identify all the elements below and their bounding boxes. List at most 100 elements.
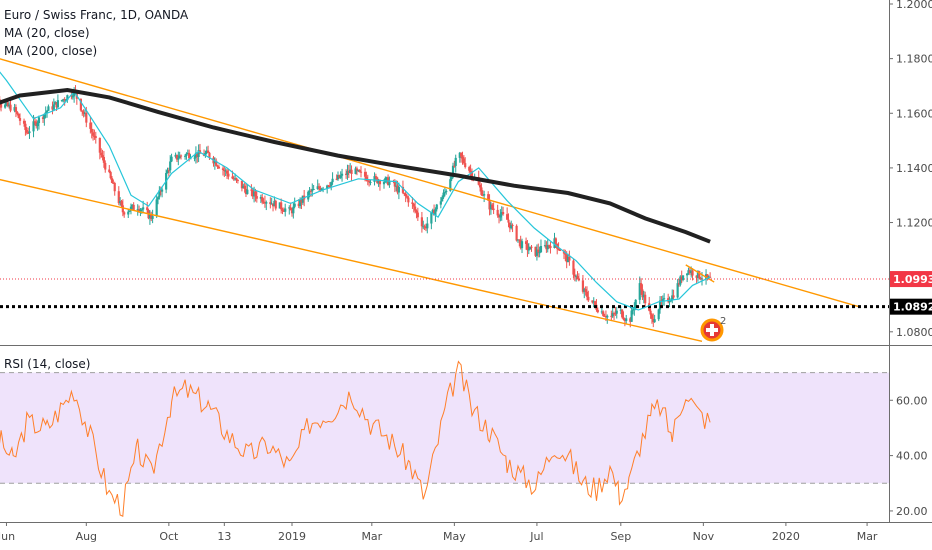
candle-body: [652, 318, 655, 323]
candle-body: [657, 309, 660, 320]
candle-body: [194, 152, 198, 158]
candle-body: [309, 190, 313, 192]
candle-body: [252, 191, 256, 197]
candle-body: [85, 113, 88, 123]
candle-body: [530, 246, 533, 248]
price-pane[interactable]: [0, 0, 889, 345]
candle-body: [104, 162, 107, 170]
candle-body: [120, 201, 123, 206]
candle-body: [554, 238, 557, 244]
price-axis[interactable]: 1.200001.180001.160001.140001.120001.100…: [889, 0, 932, 522]
candle-body: [346, 170, 349, 175]
candle-body: [653, 319, 656, 323]
candle-body: [293, 203, 296, 207]
candle-body: [197, 150, 200, 157]
candle-body: [706, 274, 709, 278]
candle-body: [217, 166, 221, 169]
candle-body: [9, 104, 12, 111]
candle-body: [384, 177, 387, 182]
candle-body: [121, 205, 124, 213]
candle-body: [591, 300, 594, 303]
candle-body: [527, 249, 530, 251]
candle-body: [422, 226, 425, 228]
candle-body: [622, 317, 625, 320]
candle-body: [186, 152, 189, 154]
ma20-legend[interactable]: MA (20, close): [4, 26, 90, 40]
candle-body: [0, 103, 3, 108]
rsi-pane[interactable]: [0, 360, 889, 517]
candle-body: [460, 152, 463, 157]
event-marker[interactable]: 2: [700, 316, 726, 342]
candle-body: [127, 211, 130, 215]
candle-body: [316, 186, 319, 190]
candle-body: [51, 106, 54, 110]
candle-body: [396, 185, 399, 193]
candle-body: [297, 203, 300, 207]
candle-body: [378, 180, 382, 185]
candle-body: [45, 110, 49, 113]
candle-body: [311, 189, 314, 192]
candle-body: [658, 300, 662, 310]
candle-body: [265, 202, 268, 204]
candle-body: [109, 172, 112, 179]
candle-body: [585, 291, 589, 297]
candle-body: [350, 169, 353, 174]
candle-body: [33, 121, 36, 123]
candle-body: [611, 313, 614, 317]
candle-body: [146, 207, 149, 211]
candle-body: [132, 204, 135, 210]
candle-body: [668, 301, 671, 303]
candle-body: [499, 214, 502, 218]
channel-line-recent-trend: [685, 264, 715, 283]
candle-body: [557, 248, 560, 250]
candle-body: [270, 203, 273, 205]
candle-body: [354, 168, 357, 174]
candle-body: [259, 197, 262, 199]
candle-body: [642, 294, 645, 298]
candle-body: [55, 102, 58, 108]
rsi-tick-labels: 60.00 40.00 20.00: [889, 394, 928, 518]
candle-body: [478, 184, 482, 188]
ma200-legend[interactable]: MA (200, close): [4, 44, 98, 58]
candle-body: [393, 181, 396, 187]
candle-body: [326, 185, 329, 189]
candle-body: [231, 176, 234, 179]
rsi-tick-label: 60.00: [896, 394, 928, 407]
candle-body: [100, 152, 103, 156]
candle-body: [221, 168, 225, 170]
current-price-tag-box: [890, 271, 932, 288]
candle-body: [327, 185, 330, 187]
candle-body: [441, 197, 444, 202]
candle-body: [215, 160, 218, 166]
candle-body: [537, 249, 540, 253]
candle-body: [289, 207, 292, 211]
candle-body: [263, 202, 267, 204]
time-axis[interactable]: Jun Aug Oct 13 2019 Mar May Jul Sep Nov 2020 Mar: [0, 522, 932, 543]
symbol-title[interactable]: Euro / Swiss Franc, 1D, OANDA: [4, 8, 189, 22]
candle-body: [175, 154, 179, 160]
rsi-line: [0, 360, 711, 517]
candle-body: [483, 194, 486, 196]
candle-body: [369, 181, 372, 183]
candle-body: [565, 254, 568, 263]
candle-body: [177, 158, 180, 160]
rsi-legend[interactable]: RSI (14, close): [4, 357, 91, 371]
candle-body: [98, 137, 101, 153]
candle-body: [355, 168, 359, 171]
candle-body: [331, 178, 334, 183]
candle-body: [250, 189, 253, 191]
candle-body: [234, 178, 237, 180]
candle-body: [377, 180, 380, 183]
candle-body: [572, 260, 575, 275]
candle-body: [94, 136, 97, 138]
candle-body: [235, 178, 238, 180]
candle-body: [432, 209, 436, 216]
time-tick-label: Sep: [610, 530, 631, 543]
candle-body: [156, 197, 160, 200]
candle-body: [401, 186, 405, 193]
time-tick-label: Jul: [529, 530, 543, 543]
candle-body: [539, 246, 543, 253]
candle-body: [280, 202, 283, 210]
